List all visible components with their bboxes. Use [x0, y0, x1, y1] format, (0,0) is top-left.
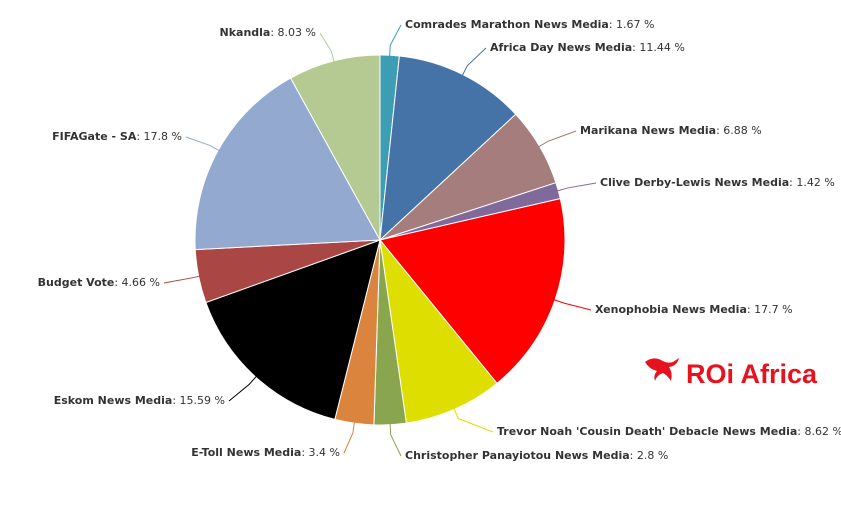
connector: [343, 421, 355, 454]
slice-name: FIFAGate - SA: [52, 130, 137, 143]
slice-name: Marikana News Media: [580, 124, 716, 137]
slice-label: Marikana News Media: 6.88 %: [580, 124, 762, 137]
slice-name: Budget Vote: [38, 276, 115, 289]
slice-name: Nkandla: [220, 26, 271, 39]
connector: [556, 182, 597, 192]
connector: [163, 275, 201, 284]
slice-name: Christopher Panayiotou News Media: [405, 449, 630, 462]
slice-value: : 8.03 %: [270, 26, 316, 39]
slice-label: Africa Day News Media: 11.44 %: [490, 41, 685, 54]
slice-value: : 4.66 %: [114, 276, 160, 289]
pie: [194, 54, 566, 426]
slice-value: : 1.67 %: [609, 18, 655, 31]
slice-value: : 11.44 %: [632, 41, 685, 54]
connector: [319, 32, 335, 63]
slice-label: Eskom News Media: 15.59 %: [54, 394, 225, 407]
slice-value: : 17.7 %: [747, 303, 793, 316]
connector: [453, 407, 494, 433]
slice-value: : 2.8 %: [630, 449, 669, 462]
slice-label: Nkandla: 8.03 %: [220, 26, 317, 39]
slice-value: : 17.8 %: [136, 130, 182, 143]
connector: [552, 298, 592, 311]
slice-value: : 15.59 %: [172, 394, 225, 407]
connector: [185, 136, 221, 152]
slice-value: : 1.42 %: [789, 176, 835, 189]
slice-name: Africa Day News Media: [490, 41, 632, 54]
logo-icon: [645, 358, 679, 381]
slice-name: Clive Derby-Lewis News Media: [600, 176, 789, 189]
slice-label: Trevor Noah 'Cousin Death' Debacle News …: [497, 425, 841, 438]
slice-name: Trevor Noah 'Cousin Death' Debacle News …: [497, 425, 797, 438]
slice-value: : 6.88 %: [716, 124, 762, 137]
logo-text: ROi Africa: [686, 359, 818, 389]
slice-label: Clive Derby-Lewis News Media: 1.42 %: [600, 176, 835, 189]
slice-name: Xenophobia News Media: [595, 303, 747, 316]
labels: Comrades Marathon News Media: 1.67 % Afri…: [38, 18, 841, 462]
slice-label: Comrades Marathon News Media: 1.67 %: [405, 18, 655, 31]
connector: [389, 24, 402, 58]
slice-label: FIFAGate - SA: 17.8 %: [52, 130, 182, 143]
slice-name: Eskom News Media: [54, 394, 173, 407]
connector: [537, 130, 577, 148]
logo: ROi Africa: [645, 358, 818, 389]
connector: [389, 422, 402, 457]
slice-label: E-Toll News Media: 3.4 %: [191, 446, 340, 459]
slice-label: Budget Vote: 4.66 %: [38, 276, 160, 289]
slice-name: Comrades Marathon News Media: [405, 18, 609, 31]
connector: [461, 47, 487, 77]
connector: [228, 375, 258, 402]
slice-name: E-Toll News Media: [191, 446, 301, 459]
slice-value: : 3.4 %: [301, 446, 340, 459]
slice-value: : 8.62 %: [797, 425, 841, 438]
slice-label: Christopher Panayiotou News Media: 2.8 %: [405, 449, 668, 462]
slice-label: Xenophobia News Media: 17.7 %: [595, 303, 793, 316]
